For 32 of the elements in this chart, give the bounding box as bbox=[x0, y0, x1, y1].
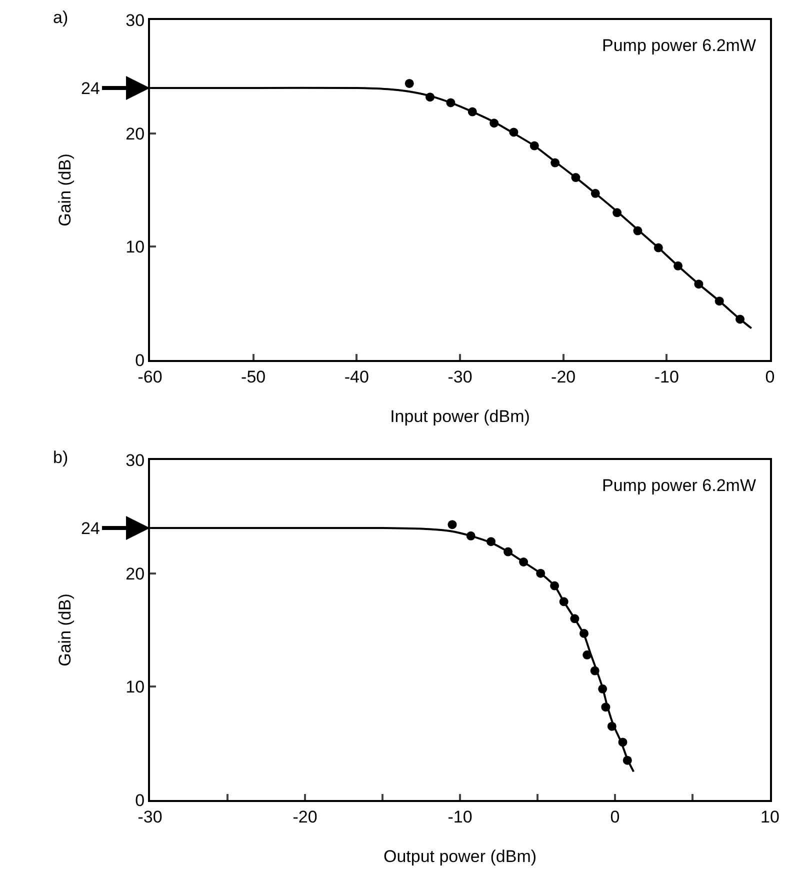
x-axis-title: Output power (dBm) bbox=[383, 847, 537, 866]
y-tick-label: 30 bbox=[126, 450, 145, 470]
x-tick-label: -20 bbox=[292, 807, 318, 826]
y-tick-label: 20 bbox=[126, 124, 145, 144]
y-tick-label: 10 bbox=[126, 238, 145, 257]
x-axis-title: Input power (dBm) bbox=[390, 407, 530, 426]
y-tick-label: 20 bbox=[126, 564, 145, 584]
x-tick-label: -40 bbox=[344, 367, 369, 386]
x-tick-label: 0 bbox=[610, 807, 620, 826]
annotation: 24 bbox=[81, 519, 100, 538]
point bbox=[448, 520, 457, 530]
point bbox=[404, 78, 414, 88]
x-tick-label: 10 bbox=[760, 807, 780, 826]
y-axis-title: Gain (dB) bbox=[56, 154, 75, 226]
annotation: 24 bbox=[81, 79, 100, 98]
x-tick-label: -10 bbox=[654, 367, 679, 386]
y-tick-label: 0 bbox=[135, 350, 145, 370]
chart-title: b) bbox=[53, 448, 68, 467]
y-axis-title: Gain (dB) bbox=[56, 594, 75, 666]
annotation: Pump power 6.2mW bbox=[602, 476, 756, 495]
chart-title: a) bbox=[53, 8, 68, 27]
x-tick-label: -50 bbox=[241, 367, 266, 386]
x-tick-label: -60 bbox=[138, 367, 162, 386]
y-tick-label: 0 bbox=[135, 790, 145, 810]
x-tick-label: -30 bbox=[448, 367, 472, 386]
annotation: Pump power 6.2mW bbox=[602, 36, 756, 55]
y-tick-label: 10 bbox=[126, 678, 145, 697]
x-tick-label: 0 bbox=[765, 367, 775, 386]
y-tick-label: 30 bbox=[126, 10, 145, 30]
x-tick-label: -20 bbox=[551, 367, 576, 386]
x-tick-label: -30 bbox=[138, 807, 162, 826]
x-tick-label: -10 bbox=[448, 807, 472, 826]
